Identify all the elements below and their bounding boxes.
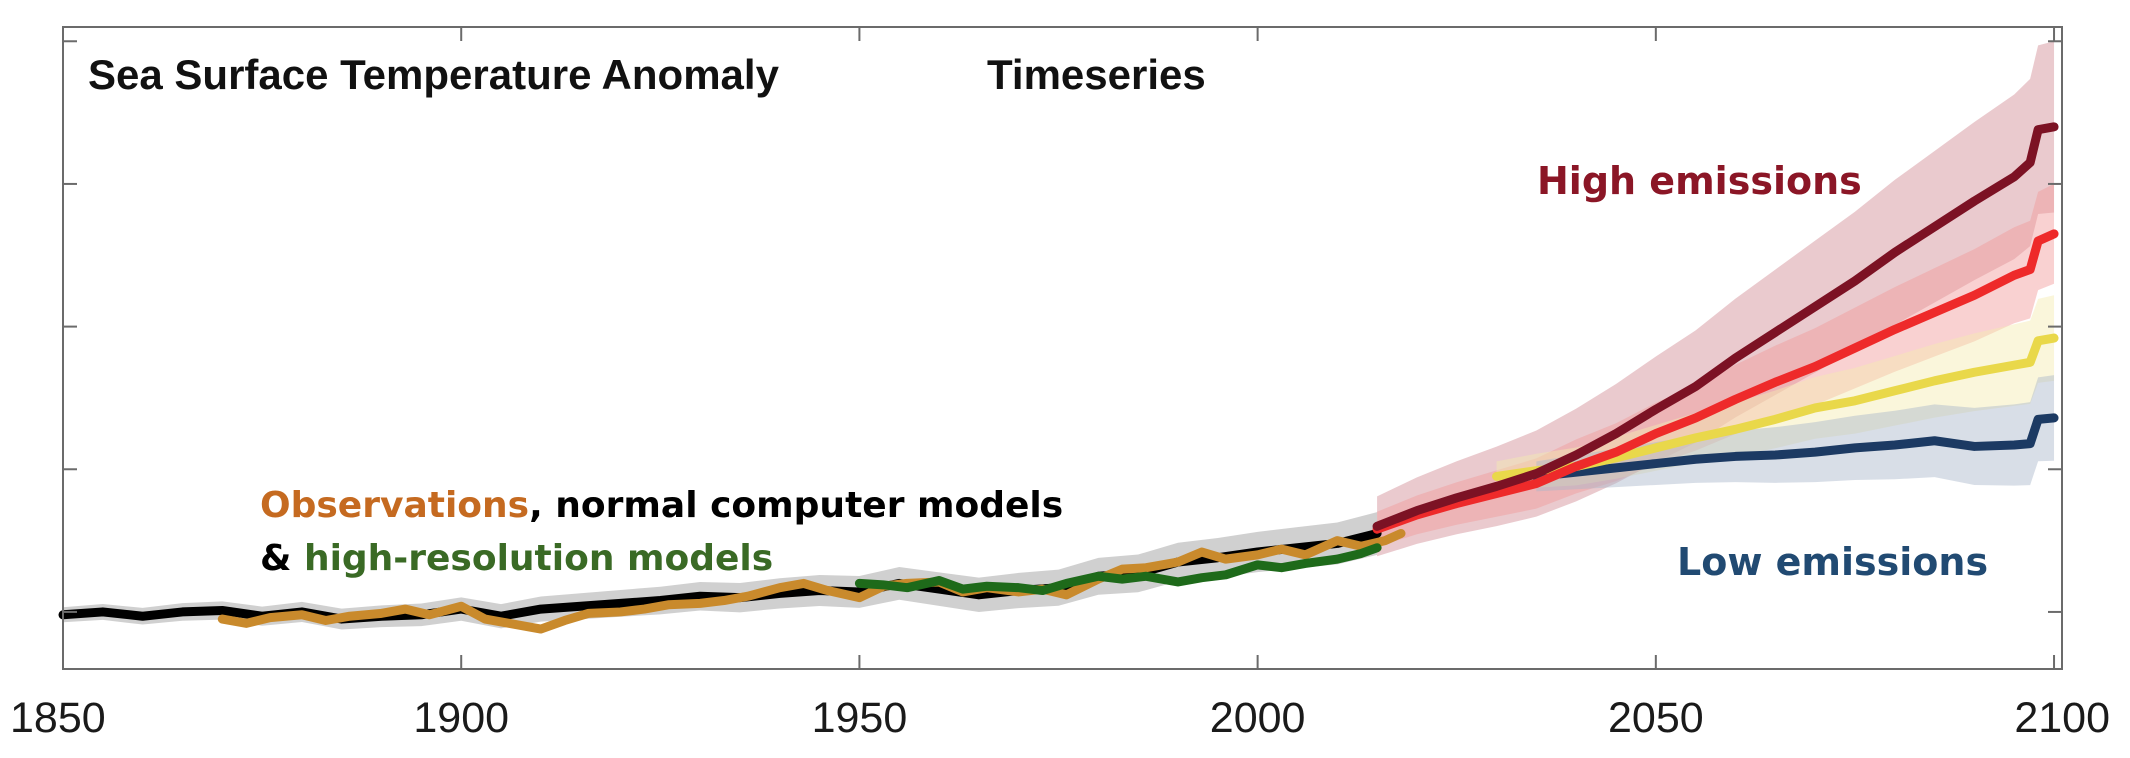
high-resolution-models-line bbox=[854, 543, 1382, 596]
x-tick-label: 2100 bbox=[2014, 694, 2110, 742]
low-emissions-label: Low emissions bbox=[1677, 540, 1988, 584]
x-tick-labels: 1850 1900 1950 2000 2050 2100 bbox=[10, 694, 2110, 742]
observations-label: Observations bbox=[260, 485, 529, 526]
plot-frame bbox=[62, 26, 2063, 670]
legend-annotation-line1: Observations, normal computer models bbox=[260, 485, 1063, 526]
chart-title-suffix: Timeseries bbox=[987, 51, 1206, 98]
x-tick-label: 2000 bbox=[1210, 694, 1306, 742]
series-4-band bbox=[1377, 183, 2055, 547]
high-emissions-band bbox=[1377, 41, 2055, 557]
x-ticks bbox=[62, 27, 2056, 669]
x-tick-label: 1900 bbox=[413, 694, 509, 742]
x-tick-label: 2050 bbox=[1608, 694, 1704, 742]
low-emissions-line bbox=[1531, 413, 2059, 481]
normal-computer-models-band bbox=[63, 512, 1378, 630]
ampersand-label: & bbox=[260, 538, 304, 579]
high-resolution-label: high-resolution models bbox=[304, 538, 773, 579]
high-emissions-line bbox=[1372, 122, 2059, 531]
high-emissions-label: High emissions bbox=[1537, 159, 1862, 203]
chart-title: Sea Surface Temperature Anomaly bbox=[88, 51, 780, 98]
normal-models-label: , normal computer models bbox=[529, 485, 1063, 526]
series-4-line bbox=[1372, 229, 2059, 534]
series-lines bbox=[58, 122, 2059, 634]
observations-line bbox=[217, 528, 1406, 634]
legend-annotation-line2: & high-resolution models bbox=[260, 538, 773, 579]
x-tick-label: 1950 bbox=[812, 694, 908, 742]
x-tick-label: 1850 bbox=[10, 694, 106, 742]
y-ticks bbox=[63, 40, 2062, 613]
